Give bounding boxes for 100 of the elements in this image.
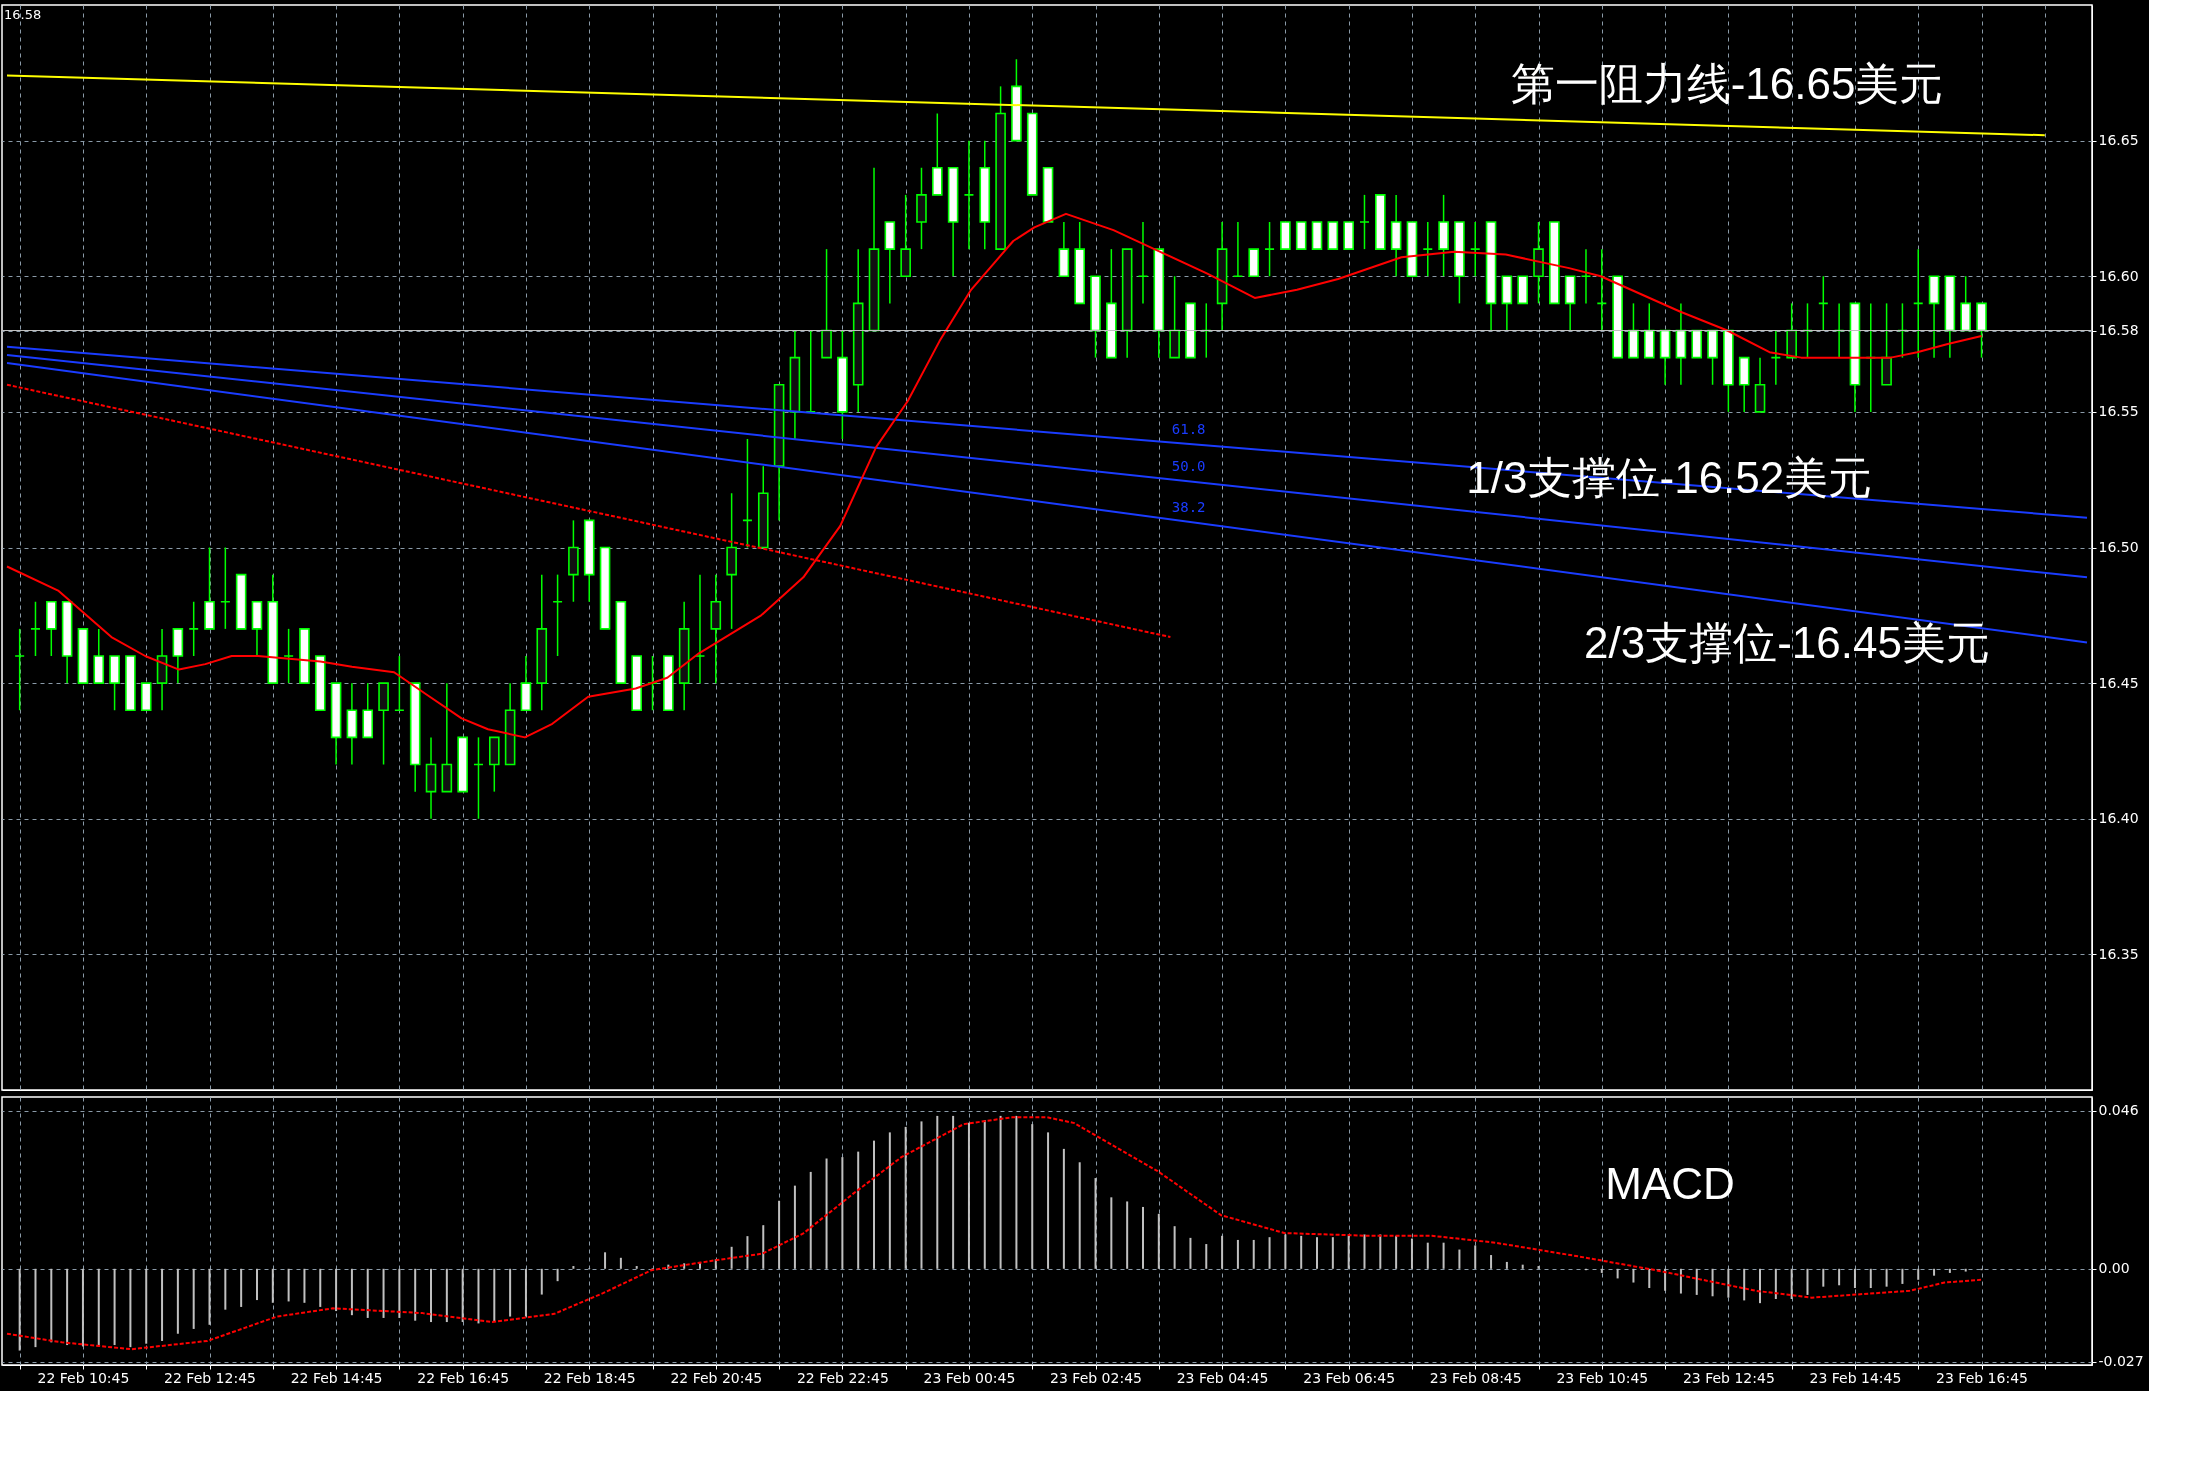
bar [176,1268,179,1334]
bar [1126,1201,1129,1269]
bar [746,1236,749,1269]
bar [145,1268,148,1344]
bar [382,1268,385,1318]
bar [1062,1148,1065,1269]
bar [350,1268,353,1316]
bar [398,1268,401,1318]
annotation: 2/3支撑位-16.45美元 [1584,618,1990,667]
bar [920,1121,923,1269]
bar [34,1268,37,1348]
y-tick-label: 16.60 [2098,267,2139,284]
x-tick-label: 23 Feb 04:45 [1176,1369,1269,1386]
bar [888,1132,891,1269]
bar [825,1158,828,1269]
x-tick-label: 22 Feb 20:45 [670,1369,763,1386]
bar [161,1268,164,1341]
bar [129,1268,132,1348]
bar [1774,1268,1777,1300]
bar [1236,1239,1239,1269]
y-tick-label: 16.45 [2098,674,2139,691]
bar [999,1115,1002,1269]
bar [1442,1242,1445,1269]
bar [1790,1268,1793,1300]
bar [1094,1178,1097,1269]
bar [445,1268,448,1323]
bar [1917,1268,1920,1280]
bar [477,1268,480,1324]
series-label: 38.2 [1171,498,1206,515]
y-tick-label: 16.55 [2098,403,2139,420]
bar [1806,1268,1809,1295]
bar [841,1157,844,1269]
x-tick-label: 22 Feb 22:45 [796,1369,889,1386]
bar [952,1115,955,1269]
bar [81,1268,84,1347]
bar [1189,1237,1192,1269]
bar [113,1268,116,1346]
annotation: 16.58 [4,7,42,22]
bar [1933,1268,1936,1276]
bar [1600,1268,1603,1273]
bar [509,1268,512,1317]
bar [1410,1238,1413,1269]
x-tick-label: 23 Feb 12:45 [1682,1369,1775,1386]
bar [762,1225,765,1269]
x-tick-label: 23 Feb 02:45 [1050,1369,1142,1386]
bar [730,1246,733,1269]
bar [1331,1237,1334,1269]
bar [857,1151,860,1269]
bar [572,1266,575,1269]
annotation: 第一阻力线-16.65美元 [1510,59,1944,108]
bar [983,1120,986,1269]
x-tick-label: 22 Feb 18:45 [543,1369,636,1386]
bar [1173,1226,1176,1269]
bar [1537,1266,1540,1269]
bar [1616,1268,1619,1279]
bar [303,1268,306,1303]
bar [1948,1268,1951,1273]
bar [1395,1235,1398,1269]
bar [240,1268,243,1307]
x-tick-label: 23 Feb 00:45 [923,1369,1016,1386]
y-tick-label: 16.50 [2098,539,2139,555]
bar [1426,1242,1429,1269]
x-tick-label: 22 Feb 16:45 [417,1369,510,1386]
bar [287,1268,290,1302]
bar [1300,1235,1303,1269]
bar [967,1122,970,1269]
y-tick-label: 16.40 [2098,810,2139,827]
bar [619,1257,622,1269]
y-tick-label: 0.046 [2098,1102,2139,1119]
bar [255,1268,258,1301]
x-tick-label: 23 Feb 10:45 [1556,1369,1649,1386]
bar [414,1268,417,1321]
bar [1505,1261,1508,1269]
bar [778,1200,781,1269]
bar [1110,1197,1113,1269]
x-tick-label: 23 Feb 16:45 [1936,1369,2028,1386]
bar [635,1266,638,1269]
bar [1205,1244,1208,1269]
y-tick-label: -0.027 [2098,1353,2144,1370]
bar [97,1268,100,1347]
annotation: MACD [1605,1159,1735,1208]
bar [1759,1268,1762,1304]
bar [904,1126,907,1269]
bar [1869,1268,1872,1289]
bar [271,1268,274,1303]
bar [1822,1268,1825,1287]
bar [366,1268,369,1318]
bar [319,1268,322,1307]
x-tick-label: 23 Feb 14:45 [1809,1369,1902,1386]
bar [1838,1268,1841,1286]
bar [335,1268,338,1312]
bar [208,1268,211,1325]
bar [1379,1234,1382,1269]
bar [1521,1264,1524,1269]
bar [1268,1237,1271,1269]
bar [18,1268,21,1351]
bar [556,1268,559,1282]
bar [1474,1245,1477,1269]
bar [461,1268,464,1323]
bar [1743,1268,1746,1301]
